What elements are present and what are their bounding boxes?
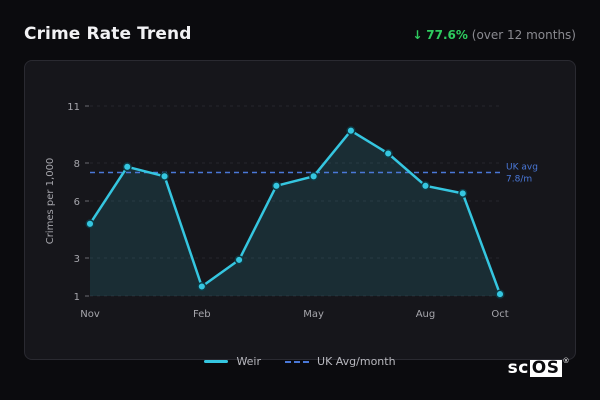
y-tick-label: 6	[74, 197, 80, 208]
trend-summary: ↓ 77.6% (over 12 months)	[412, 28, 576, 42]
chart-card	[24, 60, 576, 360]
data-point-weir	[234, 255, 244, 265]
x-tick-label: Nov	[80, 309, 100, 320]
uk-average-annotation-line1: UK avg	[506, 163, 538, 173]
y-tick-label: 8	[74, 159, 80, 170]
data-point-weir	[420, 181, 431, 191]
data-point-weir	[122, 162, 132, 172]
x-tick-label: May	[303, 309, 324, 320]
scos-logo: sc OS ®	[507, 357, 570, 378]
logo-text-a: sc	[507, 358, 529, 378]
logo-text-b: OS	[529, 357, 562, 378]
chart-header: Crime Rate Trend ↓ 77.6% (over 12 months…	[24, 24, 576, 44]
chart-legend: Weir UK Avg/month	[0, 355, 600, 368]
data-point-weir	[271, 181, 281, 191]
data-point-weir	[159, 171, 170, 181]
data-point-weir	[346, 126, 356, 136]
legend-label-weir: Weir	[236, 355, 262, 368]
data-point-weir	[309, 171, 319, 181]
data-point-weir	[383, 148, 393, 159]
y-axis-label: Crimes per 1,000	[45, 158, 56, 245]
y-tick-label: 3	[74, 254, 80, 265]
y-tick-label: 11	[67, 102, 80, 113]
legend-label-uk-avg: UK Avg/month	[317, 355, 396, 368]
down-arrow-icon: ↓	[412, 28, 423, 42]
x-tick-label: Feb	[193, 309, 211, 320]
legend-swatch-solid	[204, 360, 229, 363]
data-point-weir	[458, 188, 468, 198]
legend-item-uk-avg[interactable]: UK Avg/month	[285, 355, 396, 368]
series-area-fill	[90, 130, 500, 296]
y-tick-label: 1	[74, 292, 80, 303]
trend-change-value: 77.6%	[426, 28, 468, 42]
series-line-weir	[88, 129, 502, 295]
uk-average-annotation-line2: 7.8/m	[506, 175, 532, 185]
logo-registered-mark: ®	[562, 357, 570, 365]
chart-title: Crime Rate Trend	[24, 24, 192, 44]
data-point-weir	[495, 289, 505, 299]
x-tick-label: Aug	[416, 309, 436, 320]
legend-swatch-dashed	[285, 360, 310, 363]
data-point-weir	[197, 281, 207, 292]
x-tick-label: Oct	[491, 309, 508, 320]
trend-period: (over 12 months)	[471, 28, 576, 42]
legend-item-weir[interactable]: Weir	[204, 355, 261, 368]
data-point-weir	[85, 219, 95, 229]
